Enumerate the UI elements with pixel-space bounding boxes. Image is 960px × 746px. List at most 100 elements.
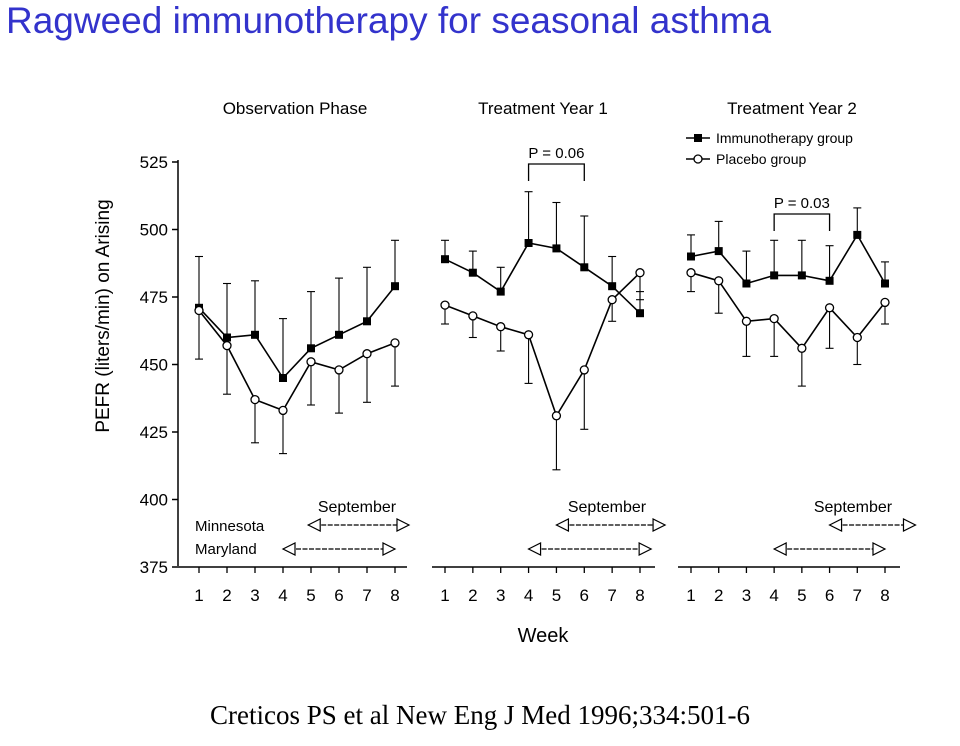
september-annotation: September Minnesota Maryland [195,499,411,558]
x-tick-label: 2 [714,586,723,605]
data-point-circle [362,349,372,359]
data-point-circle [306,357,316,367]
data-point-square [468,268,477,277]
x-tick-label: 4 [769,586,778,605]
september-label: September [318,499,397,516]
data-point-square [636,309,644,318]
x-tick-label: 2 [468,586,477,605]
y-tick-label: 375 [140,558,168,577]
x-axis-label: Week [518,625,570,647]
series-placebo [194,305,400,455]
x-tick-label: 7 [362,586,371,605]
data-point-circle [468,311,478,321]
september-label: September [814,499,893,516]
data-point-square [770,271,779,280]
series-line [690,271,886,350]
y-tick-label: 525 [140,153,168,172]
data-point-square [552,244,561,253]
bracket-line [773,213,831,231]
x-tick-label: 1 [440,586,449,605]
data-point-circle [880,297,890,308]
data-point-circle [194,305,204,316]
legend: Immunotherapy group Placebo group [686,130,853,167]
x-tick-label: 6 [334,586,343,605]
data-point-circle [334,365,344,375]
legend-placebo-label: Placebo group [716,151,807,167]
data-point-square [335,330,343,339]
september-arrow-head-left [555,518,570,532]
x-tick-label: 7 [607,586,616,605]
x-tick-label: 5 [552,586,561,605]
data-point-circle [496,322,506,332]
series-line [198,285,396,380]
data-point-circle [250,394,260,405]
september-arrow-head-right [872,542,887,556]
panel-title: Treatment Year 2 [727,99,857,118]
y-tick-label: 425 [140,423,168,442]
x-tick-label: 6 [580,586,589,605]
september-label: September [568,499,647,516]
y-tick-label: 400 [140,491,168,510]
legend-placebo-marker [693,154,703,164]
data-point-square [251,330,259,339]
legend-immunotherapy-label: Immunotherapy group [716,130,853,146]
series-immunotherapy [687,207,889,288]
series-placebo [686,268,890,387]
data-point-circle [579,365,589,375]
september-arrow-head-left [306,518,321,532]
data-point-square [825,276,834,285]
legend-immunotherapy-marker [694,134,702,142]
panel-2: Treatment Year 1 1 2 3 4 5 6 7 8 P = 0.06 Septembe… [432,99,667,605]
data-point-square [363,317,371,326]
september-arrow-head-left [527,542,542,556]
data-point-circle [523,330,534,340]
x-tick-label: 6 [825,586,834,605]
x-tick-label: 8 [635,586,644,605]
panel-title: Observation Phase [223,99,368,118]
data-point-square [524,239,533,247]
annotation-label: Minnesota [195,518,265,535]
data-point-circle [222,340,232,351]
data-point-circle [741,316,752,326]
panel-1: Observation Phase 1 2 3 4 5 6 7 8 September Minnes… [178,99,411,605]
data-point-square [797,271,806,280]
data-point-square [687,252,695,261]
x-tick-label: 5 [306,586,315,605]
data-point-square [881,279,889,288]
data-point-circle [769,313,779,324]
data-point-circle [686,268,696,278]
data-point-square [580,263,589,272]
x-tick-label: 7 [853,586,862,605]
bracket-line [527,163,585,181]
x-tick-label: 3 [250,586,259,605]
september-arrow-head-left [281,542,296,556]
september-arrow-head-right [638,542,653,556]
series-line [444,272,641,418]
data-point-square [307,344,315,353]
data-point-square [223,333,231,342]
data-point-circle [551,411,562,421]
panel-title: Treatment Year 1 [478,99,608,118]
annotation-label: Maryland [195,541,257,558]
y-tick-label: 475 [140,288,168,307]
data-point-square [279,374,287,382]
data-point-circle [390,338,400,348]
p-value-label: P = 0.06 [528,145,584,162]
september-annotation: September [527,499,667,556]
september-arrow-head-right [902,518,917,532]
data-point-square [391,282,399,291]
y-tick-label: 500 [140,221,168,240]
series-immunotherapy [195,239,399,382]
slide-title: Ragweed immunotherapy for seasonal asthm… [6,0,772,41]
september-arrow-head-right [652,518,667,532]
data-point-square [608,282,617,291]
y-tick-label: 450 [140,356,168,375]
x-tick-label: 4 [278,586,287,605]
y-axis: PEFR (liters/min) on Arising 375 400 425 45… [93,153,179,577]
september-arrow-head-left [828,518,843,532]
data-point-circle [440,300,450,310]
data-point-circle [852,332,862,343]
data-point-circle [635,268,645,278]
x-tick-label: 3 [742,586,751,605]
